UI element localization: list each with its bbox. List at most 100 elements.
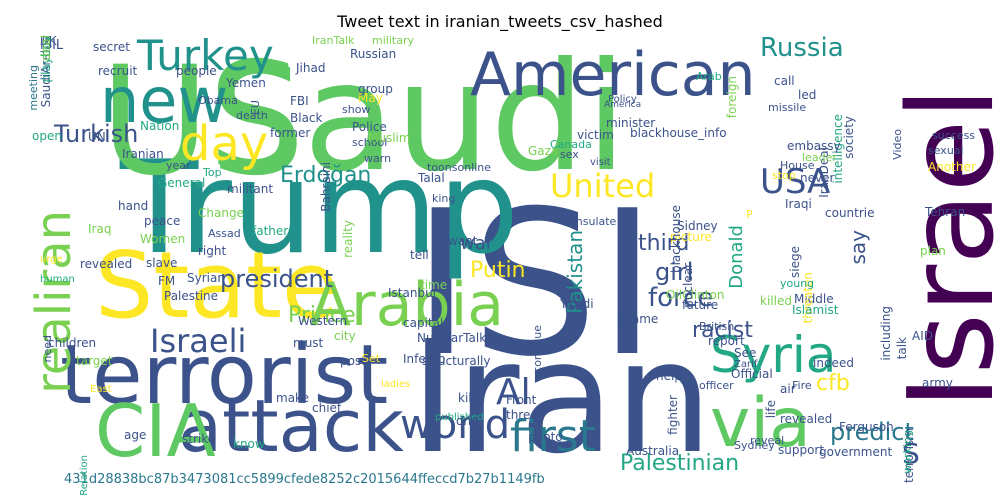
word-women: Women xyxy=(140,232,186,246)
word-city: city xyxy=(334,329,356,343)
word-officer: officer xyxy=(699,379,734,392)
word-iran: Iran xyxy=(410,307,713,488)
word-oilclinton: OilClinton xyxy=(666,288,725,302)
word-arabia: Arabia xyxy=(310,270,505,340)
word-iraqi: Iraqi xyxy=(785,197,812,211)
word-turkey: Turkey xyxy=(137,31,274,80)
word-children: children xyxy=(48,336,97,350)
word-change: Change xyxy=(198,206,244,220)
word-set: Set xyxy=(362,352,381,365)
word-must: must xyxy=(293,336,324,350)
word-relation: Relation xyxy=(79,455,90,496)
word-sexual: sexual xyxy=(928,144,964,157)
word-working: working xyxy=(901,430,914,474)
word-people: people xyxy=(176,64,217,78)
word-militant: militant xyxy=(227,182,274,196)
word-need: need xyxy=(41,335,54,363)
word-donald: Donald xyxy=(726,225,747,289)
word-palestinian: Palestinian xyxy=(620,451,740,476)
word-success: success xyxy=(932,129,976,142)
word-trump: Trump xyxy=(120,134,520,283)
word-future: future xyxy=(682,298,719,312)
word-istanbul: Istanbul xyxy=(388,286,437,300)
word-reality: reality xyxy=(341,220,355,258)
word-know: know xyxy=(233,437,265,451)
word-yazidi: Yazidi xyxy=(560,297,594,311)
word-talk: talk xyxy=(895,337,909,360)
word-secret: secret xyxy=(93,40,130,54)
word-syrian: Syrian xyxy=(187,271,225,285)
word-want: want xyxy=(448,234,478,248)
word-reveal: reveal xyxy=(750,434,785,447)
word-islamist: Islamist xyxy=(792,303,839,317)
word-431d28838bc87b3473081cc5899cfede8252c2015644ffeccd7b27b1149fb: 431d28838bc87b3473081cc5899cfede8252c201… xyxy=(64,472,545,487)
word-post: post xyxy=(340,354,366,368)
word-father: father xyxy=(252,224,289,238)
word-former: former xyxy=(270,126,311,140)
word-right: right xyxy=(198,244,227,258)
word-picture: picture xyxy=(670,230,712,244)
word-american: American xyxy=(470,40,756,110)
word-never: never xyxy=(800,171,835,185)
word-un: UN xyxy=(88,130,106,144)
word-kill: kill xyxy=(458,391,475,405)
word-girl: girl xyxy=(655,258,694,286)
word-uk: UK xyxy=(40,34,57,48)
word-air: air xyxy=(780,382,796,396)
word-visit: visit xyxy=(590,157,611,168)
word-school: school xyxy=(352,136,388,149)
word-countrie: countrie xyxy=(825,206,875,220)
word-blackhouse-info: blackhouse_info xyxy=(630,126,727,140)
word-yemen: Yemen xyxy=(226,76,266,90)
word-report: report xyxy=(708,334,745,348)
word-revealed: revealed xyxy=(780,412,833,426)
word-blackhouse: blackhouse xyxy=(669,205,683,274)
word-fbi: FBI xyxy=(290,94,309,108)
word-s: S xyxy=(902,437,920,470)
word-obama: Obama xyxy=(198,94,238,107)
word-ladies: ladies xyxy=(381,379,411,390)
word-structurally: structurally xyxy=(422,354,491,368)
word-may: May xyxy=(358,91,383,105)
word-military: military xyxy=(372,34,414,47)
word-erdo-an: Erdoğan xyxy=(280,163,372,188)
word-make: make xyxy=(276,391,309,405)
word-indeed: indeed xyxy=(813,356,854,370)
word-nuclear: nuclear xyxy=(681,263,695,308)
word-police: Police xyxy=(352,120,387,134)
word-photo: photo xyxy=(528,430,563,444)
word-russian: Russian xyxy=(350,47,397,61)
word-war: war xyxy=(460,233,494,254)
word-day: day xyxy=(180,116,269,172)
word-killed: killed xyxy=(760,294,792,308)
word-russia: Russia xyxy=(760,33,844,63)
word-leader: leader xyxy=(802,151,837,164)
word-peace: peace xyxy=(144,214,181,228)
word-assad: Assad xyxy=(208,227,241,240)
word-one: one xyxy=(456,414,479,428)
word-group: group xyxy=(358,82,393,96)
word-society: society xyxy=(842,116,856,159)
word-bahraini: Bahraini xyxy=(319,162,333,212)
word-sidney: Sidney xyxy=(677,219,718,233)
word-see: See xyxy=(734,346,757,360)
word-strike: strike xyxy=(182,432,216,446)
word-iranian: Iranian xyxy=(122,147,164,161)
word-continue: continue xyxy=(531,325,544,373)
word-warn: warn xyxy=(364,152,392,165)
word-zarif: Zarif xyxy=(734,359,758,370)
word-fighter: fighter xyxy=(666,395,680,435)
word-foreign: foreign xyxy=(725,76,739,119)
word-america: America xyxy=(604,100,642,110)
word-black: Black xyxy=(290,111,323,125)
word-revealed: revealed xyxy=(80,257,133,271)
word-official: Official xyxy=(731,367,773,381)
word-plan: plan xyxy=(920,244,946,258)
word-force: force xyxy=(648,283,714,313)
word-open: open xyxy=(32,129,62,143)
word-western: Western xyxy=(298,314,348,328)
word-israeli: Israeli xyxy=(150,322,247,360)
word-cia: CIA xyxy=(95,389,216,473)
word-gaza: Gaza xyxy=(528,144,559,158)
word-policy: Policy xyxy=(608,94,637,105)
